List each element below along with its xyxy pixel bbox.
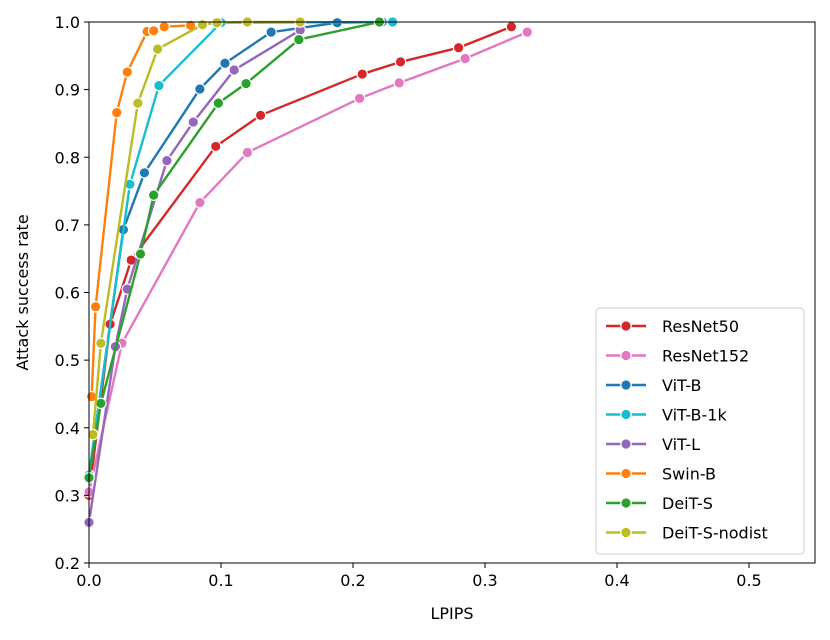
- legend-item: ViT-L: [606, 435, 700, 454]
- data-point: [153, 79, 165, 92]
- data-point: [187, 116, 200, 128]
- legend-marker: [620, 438, 632, 450]
- legend-box: [595, 307, 805, 555]
- series-vit-b: [83, 16, 388, 481]
- legend-label: DeiT-S-nodist: [662, 524, 768, 543]
- data-point: [147, 24, 160, 37]
- y-tick-label: 1.0: [55, 13, 80, 32]
- y-tick-label: 0.8: [55, 148, 80, 167]
- x-tick-label: 0.5: [736, 571, 761, 590]
- legend: ResNet50 ResNet152 ViT-B ViT-B-1k ViT-L Swin-…: [595, 307, 805, 555]
- data-point: [212, 97, 225, 109]
- data-point: [353, 92, 366, 105]
- data-point: [134, 248, 147, 260]
- data-point: [87, 428, 99, 441]
- data-point: [219, 57, 231, 70]
- data-point: [356, 68, 369, 80]
- x-tick-label: 0.3: [472, 571, 497, 590]
- legend-marker: [620, 379, 632, 391]
- legend-item: ViT-B: [606, 376, 702, 395]
- data-point: [241, 146, 254, 159]
- y-tick-label: 0.7: [55, 216, 80, 235]
- legend-item: Swin-B: [606, 465, 716, 484]
- axes: 0.0 0.1 0.2 0.3 0.4 0.5 0.2 0.3 0.4 0.5 0.6 0.7 0.8 0…: [55, 13, 762, 590]
- data-point: [151, 43, 164, 55]
- plot-marks: [83, 16, 534, 529]
- legend-marker: [620, 408, 632, 421]
- legend-marker: [620, 497, 632, 509]
- series-deit-s: [83, 16, 386, 484]
- data-point: [161, 154, 173, 167]
- legend-marker: [620, 349, 632, 362]
- y-axis-label: Attack success rate: [13, 214, 32, 370]
- data-point: [211, 16, 223, 29]
- series-line: [87, 20, 381, 479]
- legend-label: ResNet50: [662, 317, 739, 336]
- data-point: [194, 83, 206, 95]
- legend-item: ViT-B-1k: [606, 406, 727, 425]
- legend-item: DeiT-S: [606, 494, 713, 513]
- legend-label: DeiT-S: [662, 494, 713, 513]
- series-line: [87, 25, 513, 497]
- data-point: [196, 18, 209, 31]
- data-point: [393, 77, 405, 89]
- data-point: [132, 97, 144, 109]
- data-point: [138, 167, 151, 179]
- data-point: [158, 20, 171, 33]
- data-point: [459, 52, 471, 65]
- data-point: [521, 26, 534, 38]
- data-point: [265, 26, 277, 38]
- series-line: [90, 24, 192, 398]
- y-tick-label: 0.3: [55, 486, 80, 505]
- y-tick-label: 0.5: [55, 351, 80, 370]
- legend-label: ViT-B-1k: [662, 406, 727, 425]
- x-tick-label: 0.0: [76, 571, 101, 590]
- legend-item: DeiT-S-nodist: [606, 524, 768, 543]
- data-point: [452, 41, 465, 54]
- y-tick-label: 0.6: [55, 284, 80, 303]
- data-point: [147, 189, 160, 201]
- x-tick-label: 0.4: [604, 571, 629, 590]
- data-point: [254, 109, 267, 122]
- data-point: [394, 56, 407, 68]
- series-line: [87, 30, 529, 494]
- data-point: [110, 106, 123, 119]
- x-tick-label: 0.1: [208, 571, 233, 590]
- legend-label: ViT-L: [662, 435, 700, 454]
- data-point: [121, 66, 134, 78]
- data-point: [505, 20, 518, 33]
- y-tick-label: 0.2: [55, 554, 80, 573]
- data-point: [95, 337, 107, 350]
- legend-label: ViT-B: [662, 376, 702, 395]
- x-tick-label: 0.2: [340, 571, 365, 590]
- legend-marker: [620, 320, 632, 332]
- legend-label: ResNet152: [662, 347, 749, 366]
- series-resnet152: [83, 26, 534, 498]
- data-point: [240, 77, 252, 90]
- series-line: [87, 20, 394, 477]
- legend-label: Swin-B: [662, 465, 716, 484]
- data-point: [293, 33, 305, 46]
- legend-item: ResNet50: [606, 317, 739, 336]
- data-point: [228, 64, 240, 76]
- y-tick-label: 0.4: [55, 419, 80, 438]
- legend-marker: [620, 526, 632, 539]
- legend-marker: [620, 467, 632, 480]
- y-tick-label: 0.9: [55, 81, 80, 100]
- legend-item: ResNet152: [606, 347, 749, 366]
- series-resnet50: [83, 20, 518, 502]
- data-point: [89, 300, 102, 313]
- data-point: [95, 397, 107, 410]
- data-point: [209, 140, 222, 153]
- data-point: [194, 196, 206, 209]
- x-axis-label: LPIPS: [430, 604, 473, 623]
- series-line: [87, 28, 302, 524]
- series-line: [87, 20, 384, 477]
